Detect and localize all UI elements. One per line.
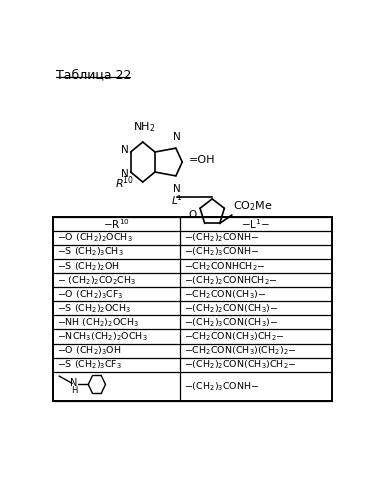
Text: $-$CH$_2$CONHCH$_2$$-$: $-$CH$_2$CONHCH$_2$$-$: [184, 260, 266, 272]
Text: N: N: [173, 132, 181, 142]
Text: N: N: [173, 184, 181, 194]
Text: $-$(CH$_2$)$_2$CONHCH$_2$$-$: $-$(CH$_2$)$_2$CONHCH$_2$$-$: [184, 274, 278, 286]
Text: $-$R$^{10}$: $-$R$^{10}$: [103, 217, 129, 231]
Text: N: N: [121, 146, 129, 156]
Text: $-$CH$_2$CON(CH$_3$)$-$: $-$CH$_2$CON(CH$_3$)$-$: [184, 288, 266, 300]
Text: $-$CH$_2$CON(CH$_3$)CH$_2$$-$: $-$CH$_2$CON(CH$_3$)CH$_2$$-$: [184, 330, 285, 343]
Text: $-$L$^{1}$$-$: $-$L$^{1}$$-$: [241, 217, 270, 231]
Text: $-$S (CH$_2$)$_3$CH$_3$: $-$S (CH$_2$)$_3$CH$_3$: [57, 246, 124, 258]
Text: $-$(CH$_2$)$_3$CONH$-$: $-$(CH$_2$)$_3$CONH$-$: [184, 246, 259, 258]
Text: $-$(CH$_2$)$_3$CON(CH$_3$)$-$: $-$(CH$_2$)$_3$CON(CH$_3$)$-$: [184, 316, 278, 328]
Text: $-$O (CH$_2$)$_3$CF$_3$: $-$O (CH$_2$)$_3$CF$_3$: [57, 288, 124, 300]
Text: NH$_2$: NH$_2$: [133, 120, 156, 134]
Text: $-$NCH$_3$(CH$_2$)$_2$OCH$_3$: $-$NCH$_3$(CH$_2$)$_2$OCH$_3$: [57, 330, 148, 343]
Bar: [53, 217, 332, 401]
Text: $-$S (CH$_2$)$_2$OCH$_3$: $-$S (CH$_2$)$_2$OCH$_3$: [57, 302, 131, 314]
Text: $-$O (CH$_2$)$_2$OCH$_3$: $-$O (CH$_2$)$_2$OCH$_3$: [57, 232, 133, 244]
Text: $-$(CH$_2$)$_3$CONH$-$: $-$(CH$_2$)$_3$CONH$-$: [184, 380, 259, 392]
Text: $-$S (CH$_2$)$_3$CF$_3$: $-$S (CH$_2$)$_3$CF$_3$: [57, 358, 122, 371]
Text: L$^1$: L$^1$: [171, 193, 183, 206]
Text: =OH: =OH: [189, 154, 216, 164]
Text: $-$(CH$_2$)$_2$CONH$-$: $-$(CH$_2$)$_2$CONH$-$: [184, 232, 259, 244]
Text: H: H: [71, 386, 77, 395]
Text: $-$CH$_2$CON(CH$_3$)(CH$_2$)$_2$$-$: $-$CH$_2$CON(CH$_3$)(CH$_2$)$_2$$-$: [184, 344, 297, 357]
Text: N: N: [70, 378, 78, 388]
Text: $-$(CH$_2$)$_2$CON(CH$_3$)CH$_2$$-$: $-$(CH$_2$)$_2$CON(CH$_3$)CH$_2$$-$: [184, 358, 297, 371]
Text: R$^{10}$: R$^{10}$: [116, 174, 135, 191]
Text: $-$S (CH$_2$)$_2$OH: $-$S (CH$_2$)$_2$OH: [57, 260, 120, 272]
Text: N: N: [121, 168, 129, 178]
Text: $-$NH (CH$_2$)$_2$OCH$_3$: $-$NH (CH$_2$)$_2$OCH$_3$: [57, 316, 139, 328]
Text: CO$_2$Me: CO$_2$Me: [233, 199, 273, 213]
Text: $-$O (CH$_2$)$_3$OH: $-$O (CH$_2$)$_3$OH: [57, 344, 122, 357]
Text: Таблица 22: Таблица 22: [56, 68, 131, 82]
Text: O: O: [188, 210, 196, 220]
Text: $-$(CH$_2$)$_2$CON(CH$_3$)$-$: $-$(CH$_2$)$_2$CON(CH$_3$)$-$: [184, 302, 278, 314]
Text: $-$ (CH$_2$)$_2$CO$_2$CH$_3$: $-$ (CH$_2$)$_2$CO$_2$CH$_3$: [57, 274, 136, 286]
